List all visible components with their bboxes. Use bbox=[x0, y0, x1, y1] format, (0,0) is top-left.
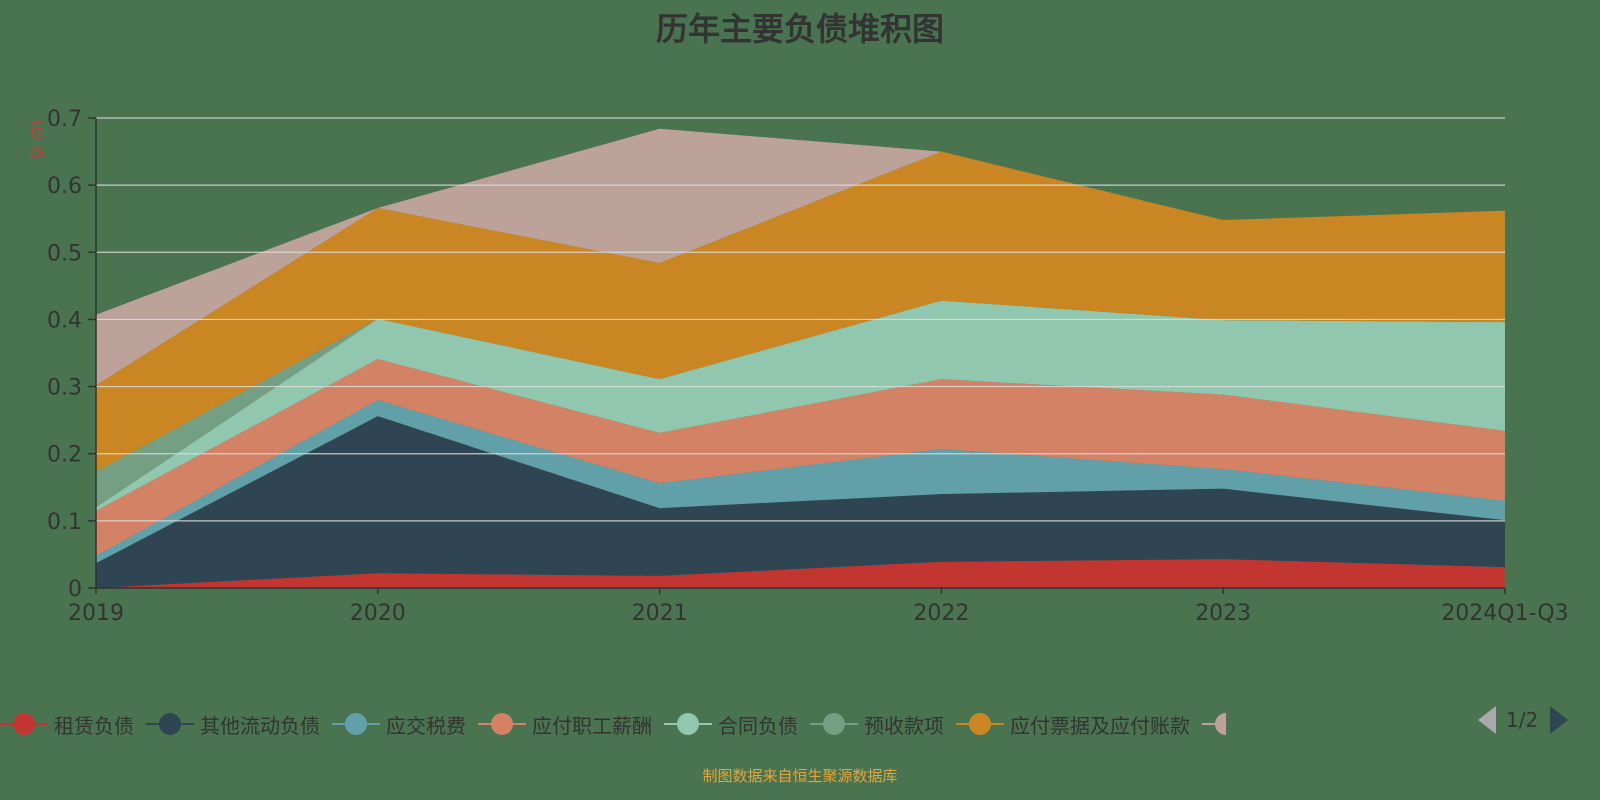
legend-item[interactable] bbox=[1202, 710, 1232, 738]
legend-item[interactable]: 应交税费 bbox=[332, 710, 466, 739]
y-axis-label: (亿元) bbox=[28, 120, 44, 159]
area-series-7 bbox=[96, 128, 1505, 386]
legend-label: 其他流动负债 bbox=[200, 713, 320, 738]
legend-item[interactable]: 合同负债 bbox=[664, 710, 798, 739]
y-tick-label: 0 bbox=[68, 577, 82, 602]
area-series-0 bbox=[96, 559, 1505, 588]
legend-item[interactable]: 其他流动负债 bbox=[146, 710, 320, 739]
data-source-footer: 制图数据来自恒生聚源数据库 bbox=[702, 767, 898, 785]
legend-label: 应交税费 bbox=[386, 713, 466, 738]
legend-label: 应付职工薪酬 bbox=[532, 713, 652, 738]
y-tick-label: 0.7 bbox=[47, 107, 82, 132]
x-tick-label: 2020 bbox=[350, 601, 406, 626]
legend-symbol-icon bbox=[146, 710, 194, 738]
x-tick-label: 2022 bbox=[913, 601, 969, 626]
y-tick-label: 0.6 bbox=[47, 174, 82, 199]
legend-label: 应付票据及应付账款 bbox=[1010, 713, 1190, 738]
chart-title: 历年主要负债堆积图 bbox=[655, 10, 944, 48]
legend-item[interactable]: 应付票据及应付账款 bbox=[956, 710, 1190, 739]
legend-item[interactable]: 租赁负债 bbox=[0, 710, 134, 739]
y-tick-label: 0.3 bbox=[47, 376, 82, 401]
x-tick-label: 2019 bbox=[68, 601, 124, 626]
legend-item[interactable]: 应付职工薪酬 bbox=[478, 710, 652, 739]
area-series-6 bbox=[96, 151, 1505, 472]
y-tick-label: 0.4 bbox=[47, 308, 82, 333]
legend-symbol-icon bbox=[1202, 710, 1226, 738]
legend-symbol-icon bbox=[0, 710, 48, 738]
y-tick-label: 0.5 bbox=[47, 241, 82, 266]
y-tick-label: 0.1 bbox=[47, 510, 82, 535]
area-series-4 bbox=[96, 300, 1505, 511]
area-series-2 bbox=[96, 400, 1505, 564]
legend-symbol-icon bbox=[478, 710, 526, 738]
legend-label: 租赁负债 bbox=[54, 713, 134, 738]
area-series-3 bbox=[96, 359, 1505, 556]
legend-next-page-icon[interactable] bbox=[1550, 706, 1569, 734]
legend-label: 合同负债 bbox=[718, 713, 798, 738]
legend-page-indicator: 1/2 bbox=[1506, 708, 1539, 732]
legend: 租赁负债 其他流动负债 应交税费 应付职工薪酬 合同负债 预收款项 应付票据及应付账款 bbox=[0, 706, 1232, 742]
y-tick-label: 0.2 bbox=[47, 443, 82, 468]
legend-prev-page-icon[interactable] bbox=[1478, 706, 1496, 734]
legend-symbol-icon bbox=[956, 710, 1004, 738]
area-series-1 bbox=[96, 416, 1505, 588]
legend-label: 预收款项 bbox=[864, 713, 944, 738]
x-tick-label: 2021 bbox=[632, 601, 688, 626]
stacked-area-chart: 0 0.1 0.2 0.3 0.4 0.5 0.6 0.7 2019 2020 2021 2022 20… bbox=[47, 107, 1569, 626]
x-tick-label: 2023 bbox=[1195, 601, 1251, 626]
legend-symbol-icon bbox=[664, 710, 712, 738]
legend-symbol-icon bbox=[332, 710, 380, 738]
legend-item[interactable]: 预收款项 bbox=[810, 710, 944, 739]
legend-pager: 1/2 bbox=[1478, 706, 1569, 734]
x-tick-label: 2024Q1-Q3 bbox=[1441, 601, 1568, 626]
legend-symbol-icon bbox=[810, 710, 858, 738]
